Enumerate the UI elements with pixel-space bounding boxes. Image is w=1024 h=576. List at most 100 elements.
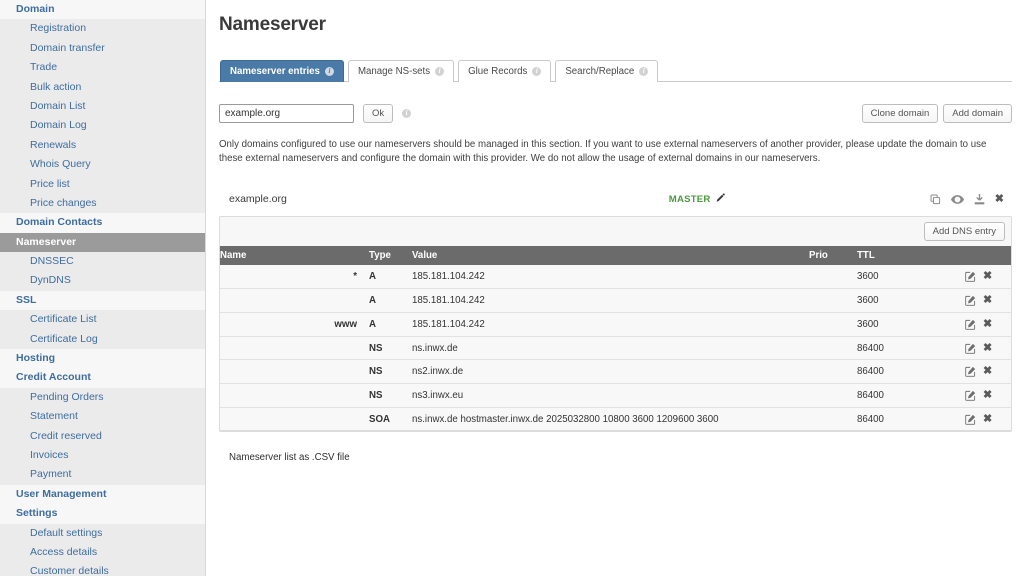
edit-record-icon[interactable] [965, 366, 976, 377]
sidebar-item-price-list[interactable]: Price list [0, 174, 205, 194]
column-header-value: Value [407, 246, 805, 266]
sidebar-item-dnssec[interactable]: DNSSEC [0, 252, 205, 272]
sidebar-item-ssl[interactable]: SSL [0, 290, 205, 311]
close-icon[interactable]: ✖ [994, 192, 1004, 205]
sidebar-item-domain-contacts[interactable]: Domain Contacts [0, 213, 205, 233]
domain-name-label: example.org [229, 193, 287, 206]
sidebar-item-registration[interactable]: Registration [0, 19, 205, 39]
domain-icon-actions: ✖ [930, 192, 1010, 205]
edit-record-icon[interactable] [965, 414, 976, 425]
domain-action-buttons: Clone domain Add domain [861, 103, 1012, 123]
cell-prio [805, 336, 853, 361]
cell-ttl: 86400 [853, 359, 963, 385]
sidebar-item-domain-list[interactable]: Domain List [0, 96, 205, 117]
cell-prio [805, 288, 853, 313]
column-header-prio: Prio [805, 246, 853, 266]
sidebar-item-domain[interactable]: Domain [0, 0, 205, 20]
sidebar-item-payment[interactable]: Payment [0, 465, 205, 485]
dns-panel-toolbar: Add DNS entry [220, 217, 1011, 247]
table-row: NS ns3.inwx.eu 86400 ✖ [220, 383, 1011, 408]
cell-value: ns.inwx.de hostmaster.inwx.de 2025032800… [407, 407, 805, 432]
info-icon[interactable]: i [435, 67, 445, 76]
cell-value: ns3.inwx.eu [407, 383, 805, 408]
sidebar-item-access-details[interactable]: Access details [0, 542, 205, 563]
sidebar-item-domain-transfer[interactable]: Domain transfer [0, 38, 205, 59]
sidebar-item-customer-details[interactable]: Customer details [0, 562, 205, 576]
column-header-actions [963, 246, 1011, 266]
sidebar-item-trade[interactable]: Trade [0, 58, 205, 78]
cell-value: 185.181.104.242 [407, 288, 805, 313]
cell-actions: ✖ [963, 265, 1011, 290]
tab-manage-ns-sets[interactable]: Manage NS-sets i [347, 60, 455, 82]
cell-name [220, 383, 365, 408]
search-info-icon[interactable]: i [402, 108, 412, 118]
domain-search-row: Ok i Clone domain Add domain [219, 103, 1012, 123]
csv-export-link[interactable]: Nameserver list as .CSV file [229, 452, 350, 464]
info-icon[interactable]: i [639, 67, 649, 76]
add-dns-entry-button[interactable]: Add DNS entry [923, 222, 1005, 242]
edit-record-icon[interactable] [965, 390, 976, 401]
sidebar-item-dyndns[interactable]: DynDNS [0, 271, 205, 291]
sidebar-item-hosting[interactable]: Hosting [0, 349, 205, 369]
domain-search-input[interactable] [219, 103, 354, 123]
sidebar-item-nameserver[interactable]: Nameserver [0, 232, 205, 253]
sidebar-item-renewals[interactable]: Renewals [0, 135, 205, 156]
cell-prio [805, 312, 853, 337]
sidebar-item-certificate-log[interactable]: Certificate Log [0, 329, 205, 350]
info-icon[interactable]: i [532, 67, 542, 76]
copy-icon[interactable] [930, 194, 941, 205]
sidebar-item-user-management[interactable]: User Management [0, 484, 205, 505]
sidebar-item-domain-log[interactable]: Domain Log [0, 116, 205, 136]
delete-record-icon[interactable]: ✖ [983, 388, 993, 401]
cell-ttl: 3600 [853, 288, 963, 313]
table-header-row: Name Type Value Prio TTL [220, 246, 1011, 266]
cell-value: ns.inwx.de [407, 336, 805, 361]
delete-record-icon[interactable]: ✖ [983, 412, 993, 425]
cell-type: A [365, 312, 407, 337]
delete-record-icon[interactable]: ✖ [983, 294, 993, 307]
cell-ttl: 86400 [853, 336, 963, 361]
edit-record-icon[interactable] [965, 343, 976, 354]
clone-domain-button[interactable]: Clone domain [861, 103, 939, 123]
sidebar-item-credit-reserved[interactable]: Credit reserved [0, 426, 205, 446]
tab-nameserver-entries[interactable]: Nameserver entries i [220, 60, 344, 82]
tab-label: Manage NS-sets [357, 65, 431, 77]
edit-record-icon[interactable] [965, 319, 976, 330]
edit-record-icon[interactable] [965, 295, 976, 306]
cell-prio [805, 407, 853, 432]
sidebar-item-default-settings[interactable]: Default settings [0, 523, 205, 543]
sidebar-item-bulk-action[interactable]: Bulk action [0, 77, 205, 97]
cell-type: A [365, 265, 407, 290]
eye-icon[interactable] [950, 194, 964, 205]
cell-actions: ✖ [963, 288, 1011, 313]
sidebar-item-pending-orders[interactable]: Pending Orders [0, 387, 205, 408]
edit-record-icon[interactable] [965, 271, 976, 282]
delete-record-icon[interactable]: ✖ [983, 365, 993, 378]
column-header-ttl: TTL [853, 246, 963, 266]
add-domain-button[interactable]: Add domain [943, 103, 1012, 123]
sidebar-item-settings[interactable]: Settings [0, 504, 205, 524]
delete-record-icon[interactable]: ✖ [983, 270, 993, 283]
delete-record-icon[interactable]: ✖ [983, 317, 993, 330]
sidebar-item-statement[interactable]: Statement [0, 407, 205, 427]
download-icon[interactable] [974, 193, 985, 205]
sidebar-item-invoices[interactable]: Invoices [0, 445, 205, 466]
column-header-name: Name [220, 246, 365, 266]
sidebar: Domain Registration Domain transfer Trade Bu… [0, 0, 206, 576]
sidebar-item-credit-account[interactable]: Credit Account [0, 368, 205, 388]
ok-button[interactable]: Ok [363, 103, 394, 123]
info-icon[interactable]: i [324, 67, 334, 76]
tab-search-replace[interactable]: Search/Replace i [555, 60, 659, 82]
delete-record-icon[interactable]: ✖ [983, 341, 993, 354]
sidebar-item-certificate-list[interactable]: Certificate List [0, 310, 205, 330]
edit-pencil-icon[interactable] [715, 190, 725, 208]
cell-name [220, 288, 365, 313]
table-row: www A 185.181.104.242 3600 ✖ [220, 312, 1011, 337]
sidebar-item-whois-query[interactable]: Whois Query [0, 155, 205, 175]
tab-glue-records[interactable]: Glue Records i [458, 60, 552, 82]
cell-name [220, 359, 365, 385]
cell-name: www [220, 312, 365, 337]
sidebar-item-price-changes[interactable]: Price changes [0, 193, 205, 214]
cell-actions: ✖ [963, 336, 1011, 361]
